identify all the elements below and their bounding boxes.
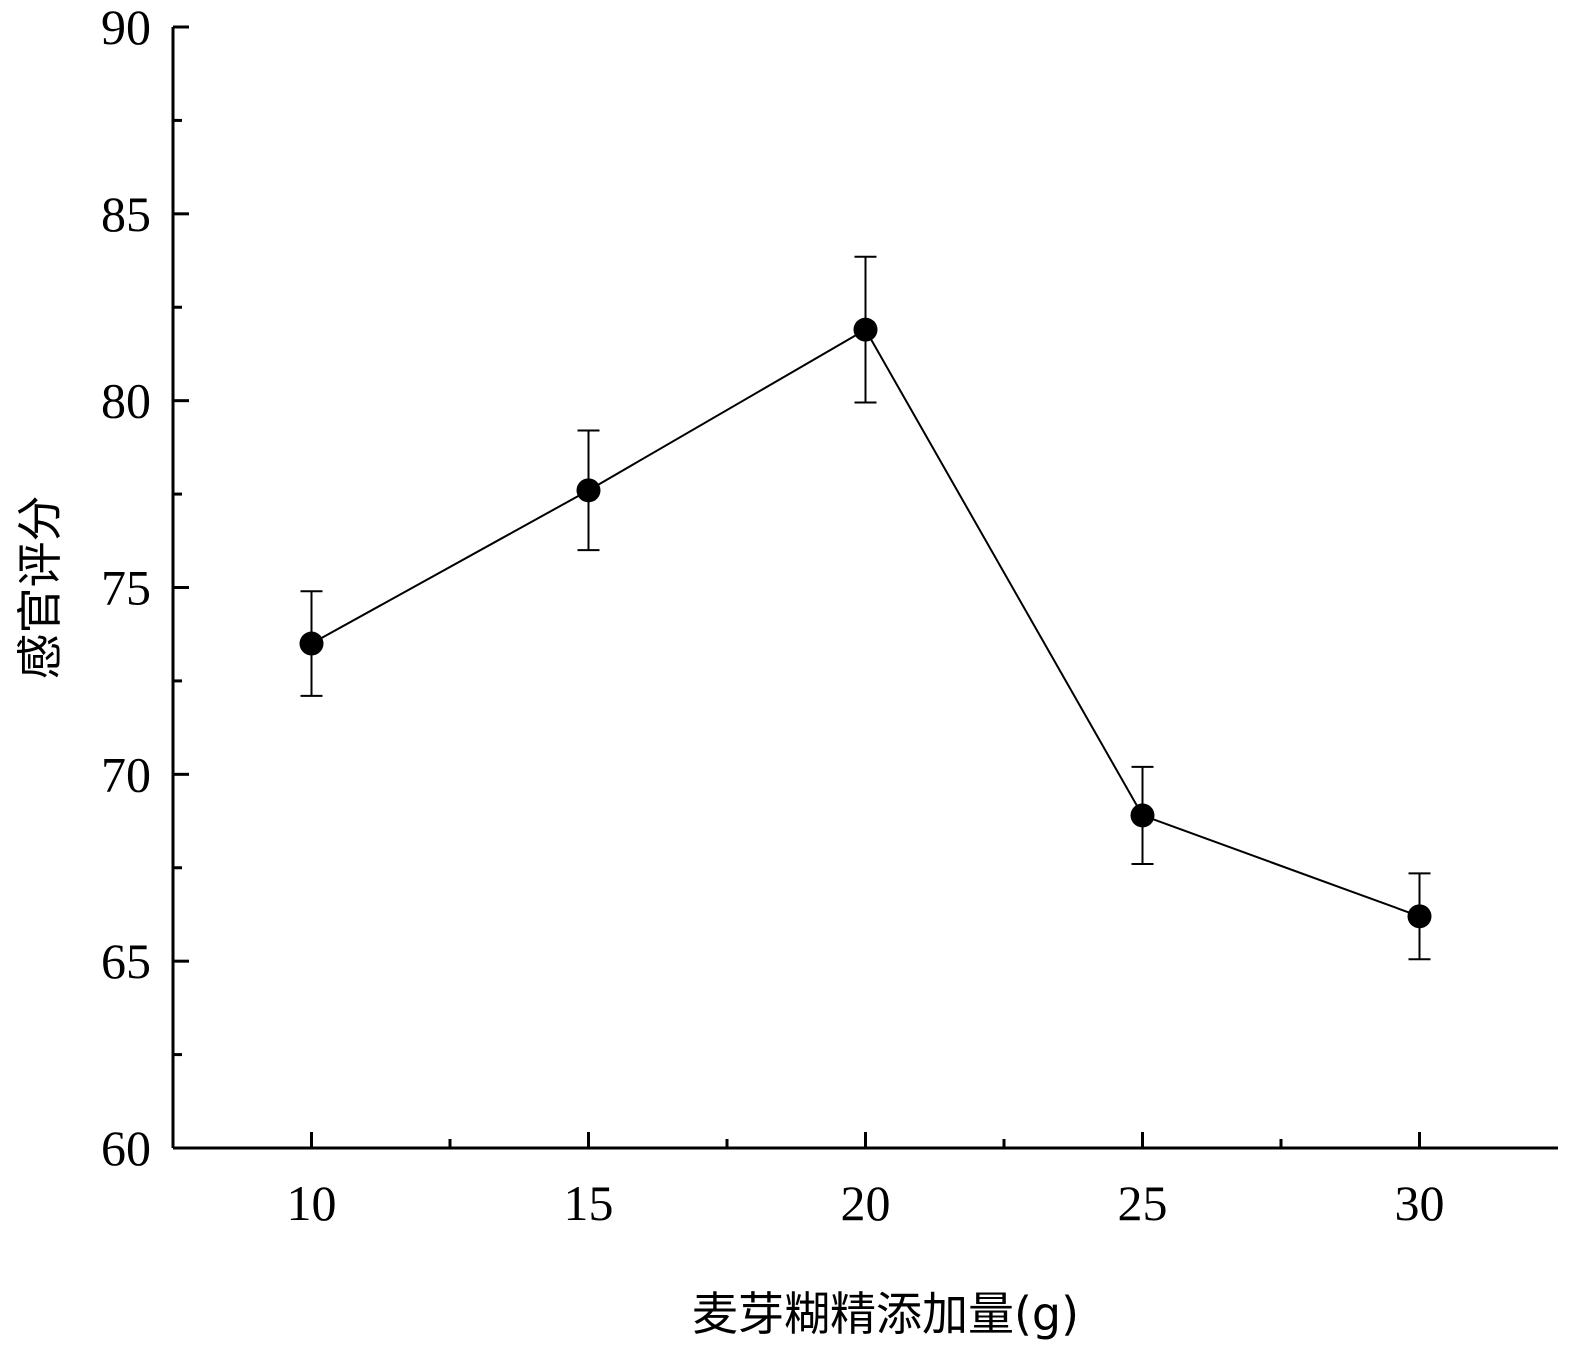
x-tick-label: 30	[1395, 1175, 1445, 1231]
y-tick-label: 65	[101, 933, 151, 989]
axes: 60 65 70 75 80 85 90 10 15 20 25 30	[101, 0, 1558, 1231]
data-point	[576, 478, 601, 503]
series-line	[311, 328, 1420, 918]
y-tick-label: 90	[101, 0, 151, 55]
x-tick-label: 25	[1118, 1175, 1168, 1231]
x-tick-label: 15	[564, 1175, 614, 1231]
x-tick-label: 10	[287, 1175, 337, 1231]
data-point	[853, 317, 878, 342]
y-tick-label: 80	[101, 373, 151, 429]
y-tick-label: 60	[101, 1120, 151, 1176]
x-tick-label: 20	[841, 1175, 891, 1231]
data-point	[1407, 904, 1432, 929]
y-tick-label: 70	[101, 746, 151, 802]
data-point	[299, 631, 324, 656]
data-point	[1130, 803, 1155, 828]
y-tick-label: 85	[101, 186, 151, 242]
y-axis-title: 感官评分	[13, 496, 67, 680]
series	[299, 255, 1432, 961]
x-axis-title: 麦芽糊精添加量(g)	[692, 1287, 1079, 1341]
y-tick-label: 75	[101, 560, 151, 616]
